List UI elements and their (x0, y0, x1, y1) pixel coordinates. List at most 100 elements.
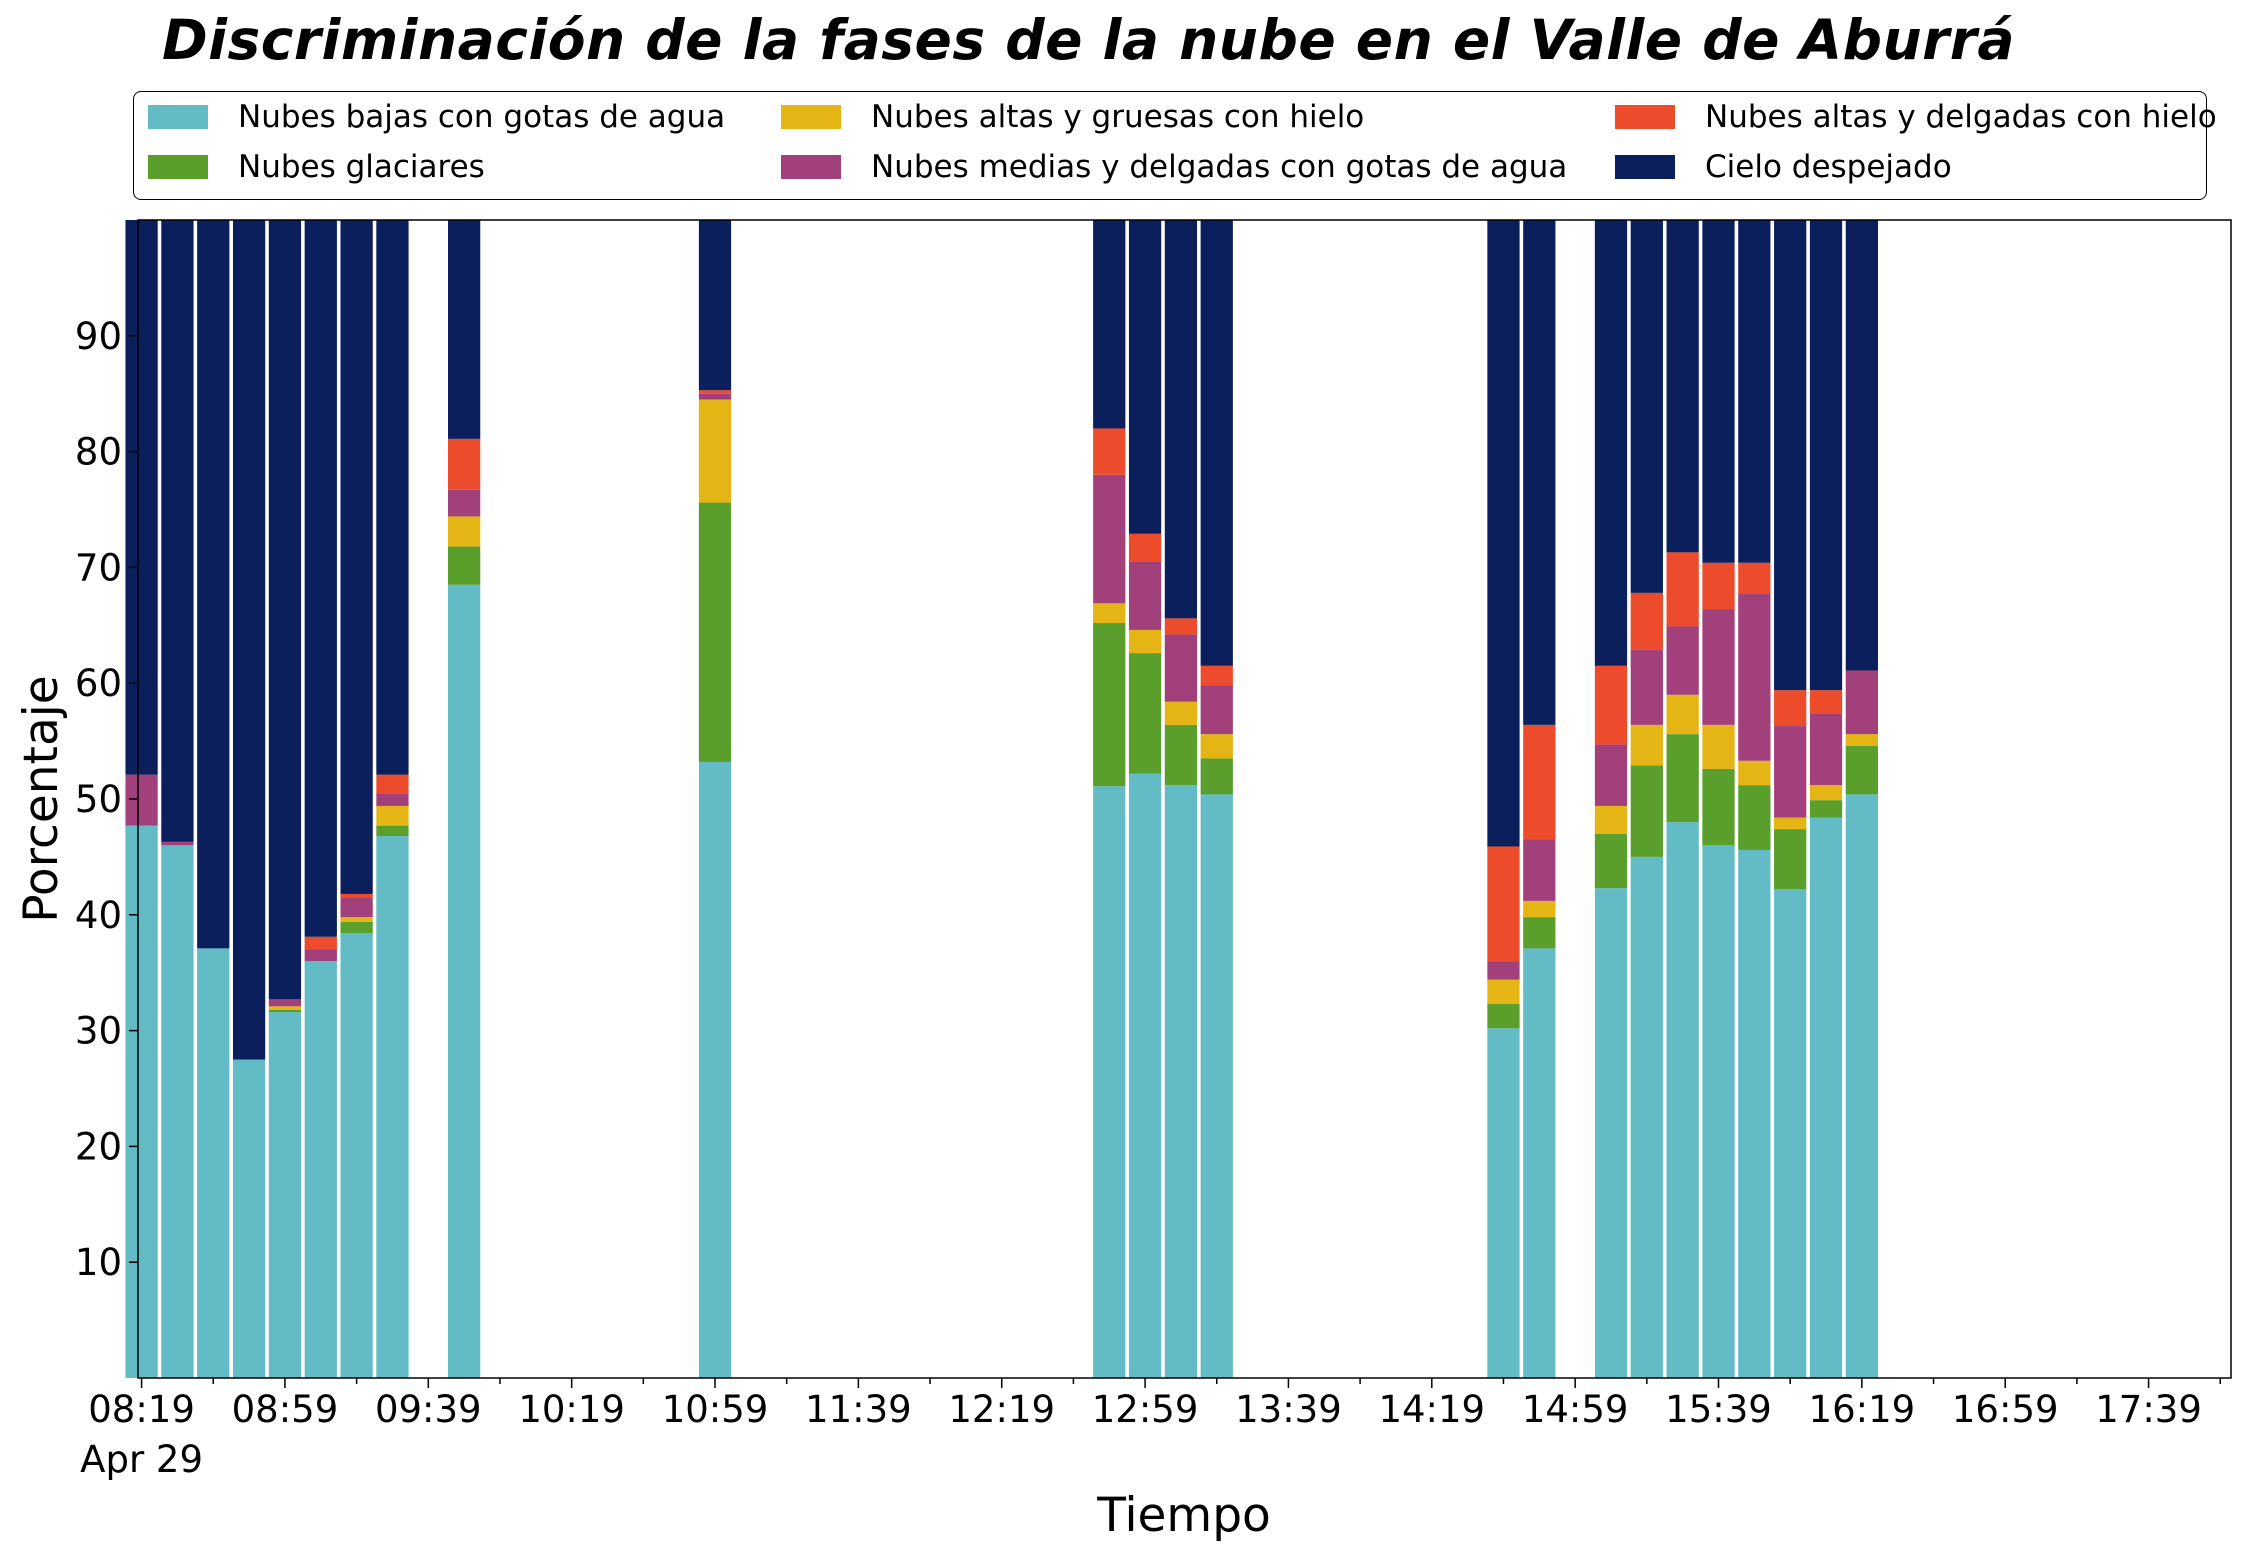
bar-segment (698, 220, 732, 391)
bar-segment (1093, 220, 1126, 429)
bar-segment (698, 399, 732, 503)
bar-segment (1487, 846, 1520, 962)
legend-item: Nubes altas y gruesas con hielo (781, 99, 1365, 135)
bar-segment (268, 999, 302, 1007)
bar-segment (1666, 220, 1699, 553)
bar-segment (1523, 948, 1556, 1378)
legend-swatch (1615, 105, 1675, 129)
bar-segment (340, 893, 373, 898)
bar-segment (1093, 474, 1126, 604)
bar-segment (268, 220, 302, 1000)
bar-segment (698, 761, 732, 1378)
legend-swatch (781, 155, 841, 179)
bar-segment (376, 774, 409, 794)
x-tick-label: 14:19 (1378, 1388, 1485, 1431)
bar-segment (161, 841, 194, 846)
x-tick-label: 16:19 (1809, 1388, 1916, 1431)
x-tick-label: 13:39 (1235, 1388, 1342, 1431)
bar-segment (1164, 220, 1198, 619)
x-tick-label: 08:59 (232, 1388, 339, 1431)
legend-label: Nubes glaciares (238, 149, 485, 185)
bar-segment (1738, 785, 1771, 850)
bar-segment (1809, 220, 1843, 691)
bars-layer (125, 220, 1878, 1378)
y-tick-label: 30 (75, 1010, 122, 1053)
bar-segment (698, 390, 732, 394)
bar-segment (340, 933, 373, 1378)
bar-segment (1594, 833, 1628, 889)
bar-segment (1630, 765, 1663, 857)
legend-swatch (1615, 155, 1675, 179)
x-tick-label: 10:59 (662, 1388, 769, 1431)
legend-item: Nubes glaciares (148, 149, 485, 185)
bar-segment (1666, 822, 1699, 1378)
bar-segment (1774, 690, 1807, 727)
bar-segment (448, 546, 481, 585)
bar-segment (448, 489, 481, 517)
bar-segment (376, 836, 409, 1378)
bar-segment (1093, 428, 1126, 475)
bar-segment (161, 845, 194, 1378)
bar-segment (1845, 670, 1878, 735)
bar-segment (1200, 685, 1233, 735)
y-axis-title: Porcentaje (14, 675, 69, 922)
bar-segment (1594, 744, 1628, 806)
y-tick-label: 60 (75, 662, 122, 705)
legend-swatch (148, 155, 208, 179)
x-tick-label: 12:19 (948, 1388, 1055, 1431)
bar-segment (232, 1059, 266, 1378)
y-tick-label: 20 (75, 1125, 122, 1168)
bar-segment (376, 825, 409, 837)
bar-segment (1702, 220, 1735, 563)
bar-segment (1774, 889, 1807, 1378)
bar-segment (1666, 626, 1699, 695)
bar-segment (1774, 829, 1807, 890)
x-tick-label: 12:59 (1092, 1388, 1199, 1431)
bar-segment (1093, 622, 1126, 787)
bar-segment (1523, 839, 1556, 901)
bar-segment (1594, 665, 1628, 745)
legend-label: Nubes altas y gruesas con hielo (871, 99, 1365, 135)
y-tick-label: 70 (75, 546, 122, 589)
legend-item: Cielo despejado (1615, 149, 1952, 185)
bar-segment (1128, 533, 1162, 562)
bar-segment (1128, 653, 1162, 774)
x-axis-title: Tiempo (1096, 1488, 1271, 1543)
bar-segment (1845, 220, 1878, 671)
x-tick-label: 14:59 (1522, 1388, 1629, 1431)
chart-legend: Nubes bajas con gotas de agua Nubes glac… (133, 91, 2217, 200)
y-tick-label: 10 (75, 1241, 122, 1284)
bar-segment (1523, 220, 1556, 725)
bar-segment (376, 805, 409, 826)
bar-segment (1594, 220, 1628, 666)
legend-item: Nubes medias y delgadas con gotas de agu… (781, 149, 1568, 185)
legend-item: Nubes altas y delgadas con hielo (1615, 99, 2217, 135)
bar-segment (376, 220, 409, 775)
bar-segment (1093, 603, 1126, 623)
axes-layer: 10 20 30 40 50 60 70 80 90 08:19 Apr 29 08:59 09:39 1… (75, 315, 2221, 1481)
bar-segment (1487, 1028, 1520, 1378)
bar-segment (1523, 724, 1556, 840)
bar-segment (1164, 724, 1198, 786)
bar-segment (1702, 724, 1735, 769)
x-tick-label: 08:19 (88, 1388, 195, 1431)
x-tick-label: 10:19 (518, 1388, 625, 1431)
x-tick-label: 17:39 (2095, 1388, 2202, 1431)
bar-segment (125, 774, 158, 826)
x-tick-label: 16:59 (1952, 1388, 2059, 1431)
bar-segment (1630, 649, 1663, 725)
bar-segment (197, 220, 230, 949)
legend-swatch (148, 105, 208, 129)
bar-segment (1774, 817, 1807, 830)
bar-segment (1200, 220, 1233, 666)
bar-segment (1845, 745, 1878, 795)
legend-label: Nubes medias y delgadas con gotas de agu… (871, 149, 1568, 185)
bar-segment (698, 502, 732, 762)
legend-label: Nubes bajas con gotas de agua (238, 99, 726, 135)
bar-segment (1128, 629, 1162, 654)
bar-segment (268, 1006, 302, 1010)
bar-segment (268, 1012, 302, 1378)
bar-segment (1594, 805, 1628, 834)
bar-segment (1702, 562, 1735, 610)
